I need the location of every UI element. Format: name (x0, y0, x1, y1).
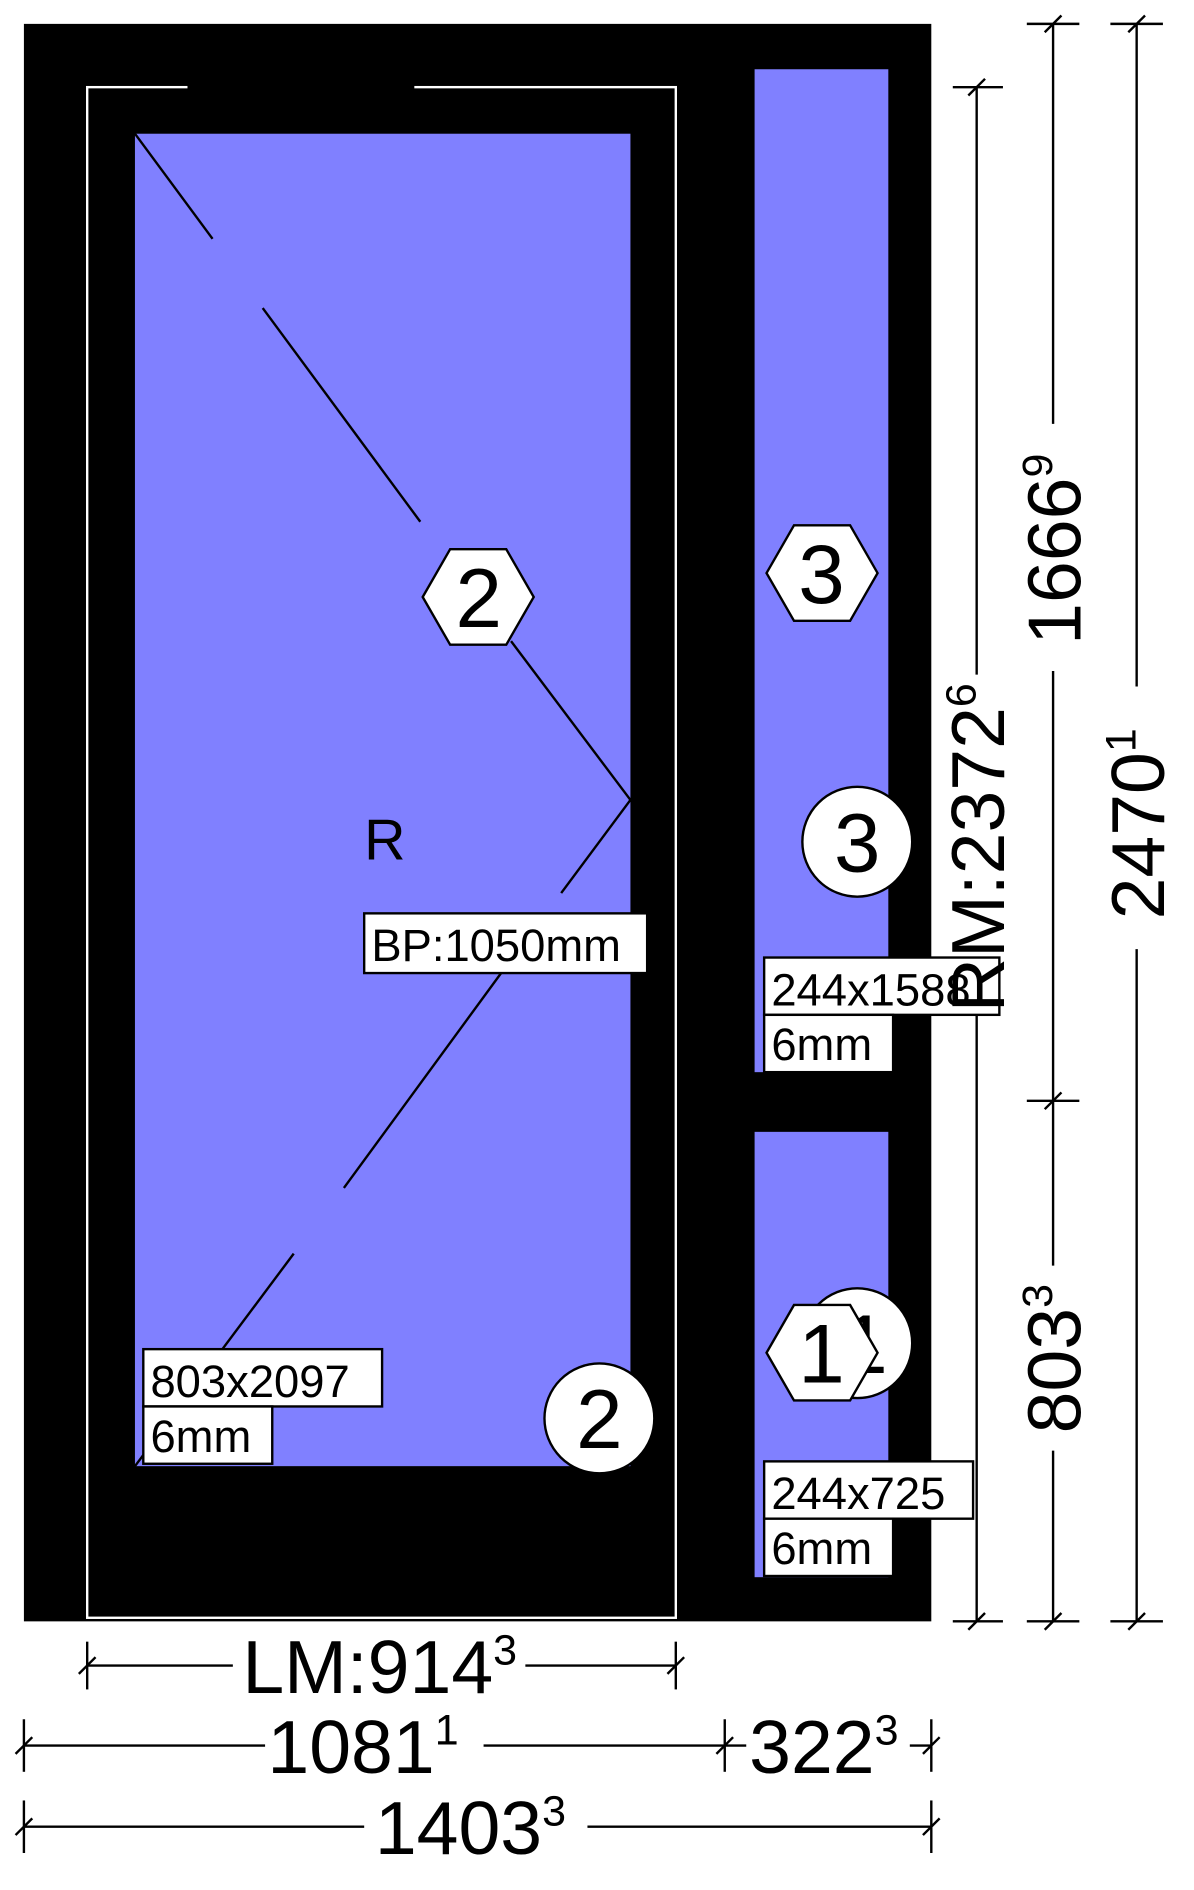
left-width-text: 10811 (267, 1705, 458, 1789)
total-width-dimension: 14033 (14, 1786, 941, 1870)
left-width-dimension: 10811 (14, 1705, 734, 1789)
upper-side-hex-marker-text: 3 (798, 527, 844, 621)
lm-width-text: LM:9143 (242, 1625, 517, 1709)
total-height-text: 24701 (1096, 728, 1180, 919)
opening-direction-label: R (364, 809, 405, 873)
upper-side-circle-marker-text: 3 (834, 796, 880, 890)
upper-height-dimension: 16669 (1013, 14, 1097, 1111)
handle-height-label: BP:1050mm (362, 912, 649, 975)
upper-side-thickness: 6mm (771, 1019, 872, 1070)
upper-side-size: 244x1588 (771, 964, 970, 1015)
right-width-text: 3223 (749, 1705, 898, 1789)
main-glass-pane (134, 133, 631, 1467)
lower-side-hex-marker-text: 1 (798, 1307, 844, 1401)
main-pane-circle-marker: 2 (543, 1362, 656, 1475)
total-width-text: 14033 (375, 1786, 566, 1870)
lower-side-spec-label: 244x725 6mm (762, 1460, 975, 1578)
upper-side-spec-label: 244x1588 6mm (762, 956, 1001, 1074)
main-pane-circle-marker-text: 2 (576, 1372, 622, 1466)
upper-height-text: 16669 (1013, 454, 1097, 645)
total-height-dimension: 24701 (1096, 14, 1180, 1631)
right-width-dimension: 3223 (724, 1705, 941, 1789)
rm-height-dimension: RM:23726 (936, 77, 1020, 1631)
lm-width-dimension: LM:9143 (77, 1625, 686, 1709)
lower-side-thickness: 6mm (771, 1523, 872, 1574)
rm-height-text: RM:23726 (936, 683, 1020, 1012)
upper-side-circle-marker: 3 (801, 785, 914, 898)
handle-height-text: BP:1050mm (371, 920, 621, 971)
lower-side-hex-marker: 1 (765, 1303, 879, 1402)
main-pane-hex-marker-text: 2 (456, 551, 502, 645)
upper-side-hex-marker: 3 (765, 524, 879, 623)
main-pane-size: 803x2097 (150, 1356, 349, 1407)
main-pane-hex-marker: 2 (421, 548, 536, 646)
main-pane-thickness: 6mm (150, 1411, 251, 1462)
lower-height-dimension: 8033 (1013, 1100, 1097, 1631)
sash-top-gap (187, 81, 415, 94)
lower-height-text: 8033 (1013, 1284, 1097, 1433)
main-pane-spec-label: 803x2097 6mm (142, 1347, 384, 1465)
lower-side-size: 244x725 (771, 1468, 945, 1519)
